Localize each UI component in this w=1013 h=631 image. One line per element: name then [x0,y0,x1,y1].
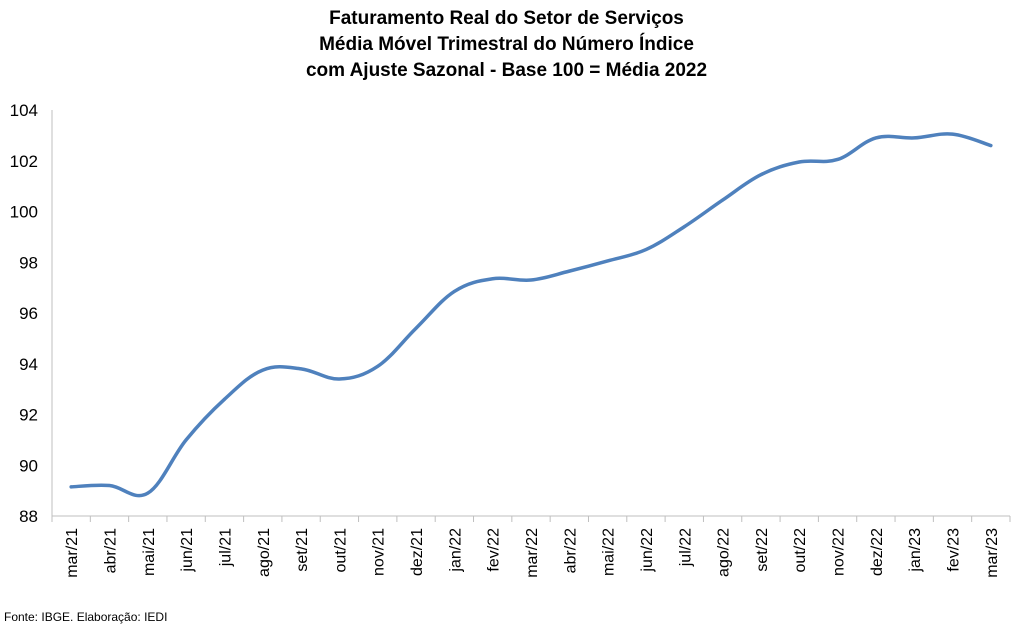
y-tick-label: 98 [19,253,38,272]
data-point-jan-23 [912,136,916,140]
y-tick-label: 102 [10,152,38,171]
x-tick-label: jun/22 [639,528,656,573]
data-point-jul-22 [682,225,686,229]
chart-title-line-2: Média Móvel Trimestral do Número Índice [319,34,694,55]
x-tick-label: nov/21 [371,528,388,576]
y-tick-label: 92 [19,406,38,425]
data-point-mai-22 [606,259,610,263]
data-point-mai-21 [146,491,150,495]
x-tick-label: jan/22 [447,528,464,573]
x-tick-label: fev/22 [486,528,503,572]
data-point-abr-22 [567,269,571,273]
x-tick-label: ago/21 [256,528,273,577]
x-tick-label: mar/23 [984,528,1001,578]
data-point-set-21 [299,367,303,371]
y-tick-label: 104 [10,101,38,120]
data-point-mar-22 [529,278,533,282]
data-point-nov-22 [836,157,840,161]
x-tick-label: out/21 [332,528,349,573]
y-tick-label: 96 [19,304,38,323]
data-point-fev-22 [491,277,495,281]
y-tick-label: 94 [19,355,38,374]
x-tick-label: out/22 [792,528,809,573]
x-tick-label: abr/21 [102,528,119,573]
data-point-jun-22 [644,248,648,252]
x-axis-labels: mar/21 abr/21 mai/21 jun/21 jul/21 ago/21 set/… [64,528,1001,578]
x-axis-ticks [51,516,1011,522]
data-point-out-22 [797,160,801,164]
y-tick-label: 90 [19,456,38,475]
x-tick-label: dez/22 [869,528,886,576]
x-tick-label: mar/21 [64,528,81,578]
series-line [69,132,993,498]
x-tick-label: set/22 [754,528,771,572]
x-tick-label: ago/22 [716,528,733,577]
data-point-ago-22 [721,198,725,202]
y-tick-label: 88 [19,507,38,526]
data-point-jun-21 [184,438,188,442]
x-tick-label: mai/22 [601,528,618,576]
data-point-out-21 [337,377,341,381]
x-tick-label: jan/23 [907,528,924,573]
x-tick-label: set/21 [294,528,311,572]
x-tick-label: nov/22 [831,528,848,576]
data-point-nov-21 [376,364,380,368]
x-tick-label: mar/22 [524,528,541,578]
data-point-fev-23 [951,132,955,136]
data-point-dez-21 [414,326,418,330]
x-tick-label: abr/22 [562,528,579,573]
x-tick-label: jul/22 [677,528,694,567]
data-point-mar-21 [69,485,73,489]
y-axis-labels: 88 90 92 94 96 98 100 102 104 [10,101,38,526]
x-tick-label: jul/21 [217,528,234,567]
chart-title-line-3: com Ajuste Sazonal - Base 100 = Média 20… [305,60,708,81]
y-tick-label: 100 [10,203,38,222]
chart-title: Faturamento Real do Setor de Serviços Mé… [0,6,1013,84]
source-note: Fonte: IBGE. Elaboração: IEDI [4,610,168,624]
chart-title-line-1: Faturamento Real do Setor de Serviços [329,8,684,29]
x-tick-label: jun/21 [179,528,196,573]
series-points [69,132,993,495]
x-tick-label: mai/21 [141,528,158,576]
data-point-mar-23 [989,144,993,148]
data-point-jan-22 [452,289,456,293]
data-point-dez-22 [874,136,878,140]
x-tick-label: dez/21 [409,528,426,576]
data-point-jul-21 [222,397,226,401]
x-tick-label: fev/23 [946,528,963,572]
data-point-abr-21 [107,484,111,488]
data-point-ago-21 [261,368,265,372]
data-point-set-22 [759,173,763,177]
